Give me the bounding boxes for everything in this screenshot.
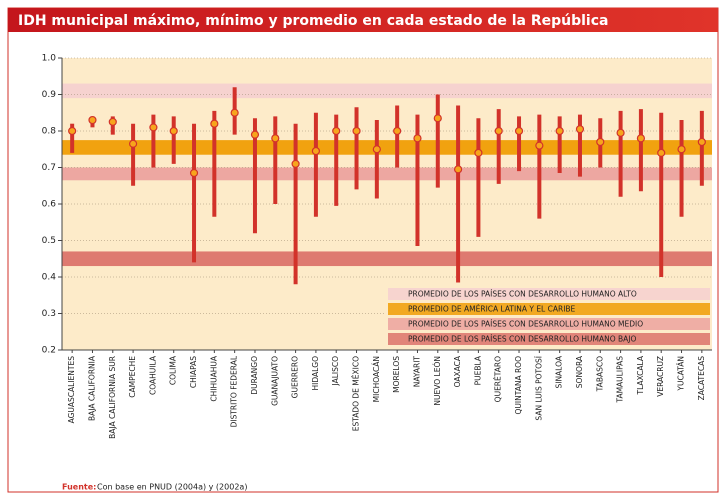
legend-swatch bbox=[388, 333, 710, 345]
average-marker bbox=[575, 125, 585, 134]
x-tick-label: ESTADO DE MÉXICO bbox=[352, 356, 361, 431]
x-tick-label: NAYARIT bbox=[412, 356, 421, 388]
average-marker bbox=[189, 168, 199, 178]
reference-band bbox=[62, 83, 712, 99]
legend-label: PROMEDIO DE LOS PAÍSES CON DESARROLLO HU… bbox=[408, 320, 643, 329]
x-tick-label: DURANGO bbox=[250, 356, 259, 395]
legend-swatch bbox=[388, 288, 710, 300]
y-tick-label: 0.5 bbox=[42, 236, 56, 246]
x-tick-label: BAJA CALIFORNIA bbox=[87, 355, 96, 421]
average-marker bbox=[271, 134, 280, 143]
chart-title: IDH municipal máximo, mínimo y promedio … bbox=[18, 13, 608, 29]
average-marker bbox=[230, 108, 239, 117]
x-tick-label: OAXACA bbox=[453, 355, 462, 387]
x-tick-label: TABASCO bbox=[595, 356, 604, 392]
reference-band bbox=[62, 140, 712, 155]
legend-label: PROMEDIO DE AMÉRICA LATINA Y EL CARIBE bbox=[408, 305, 576, 314]
average-marker bbox=[149, 123, 158, 132]
average-marker bbox=[494, 126, 503, 136]
average-marker bbox=[596, 137, 605, 147]
average-marker bbox=[636, 134, 646, 143]
x-tick-label: COLIMA bbox=[169, 355, 178, 385]
average-marker bbox=[250, 130, 260, 139]
x-tick-label: SONORA bbox=[575, 355, 584, 388]
legend-swatch bbox=[388, 303, 710, 315]
y-tick-label: 0.4 bbox=[42, 273, 57, 283]
y-tick-label: 1.0 bbox=[42, 54, 57, 64]
x-tick-label: ZACATECAS bbox=[697, 356, 706, 401]
x-tick-label: PUEBLA bbox=[473, 355, 482, 385]
title-bar bbox=[8, 8, 718, 32]
average-marker bbox=[657, 148, 666, 157]
y-tick-label: 0.3 bbox=[42, 309, 56, 319]
average-marker bbox=[677, 145, 686, 154]
average-marker bbox=[210, 119, 219, 128]
average-marker bbox=[433, 114, 442, 123]
y-tick-label: 0.9 bbox=[42, 90, 57, 100]
x-tick-label: CHIHUAHUA bbox=[209, 355, 218, 401]
legend-label: PROMEDIO DE LOS PAÍSES CON DESARROLLO HU… bbox=[408, 290, 637, 299]
average-marker bbox=[453, 165, 463, 174]
x-tick-label: SAN LUIS POTOSÍ bbox=[534, 356, 543, 421]
x-tick-label: GUERRERO bbox=[291, 356, 300, 398]
y-tick-label: 0.6 bbox=[42, 200, 57, 210]
source: Con base en PNUD (2004a) y (2002a) bbox=[97, 483, 247, 492]
x-tick-label: HIDALGO bbox=[311, 356, 320, 391]
x-tick-label: TAMAULIPAS bbox=[616, 356, 625, 404]
x-tick-label: MICHOACÁN bbox=[372, 356, 381, 402]
average-marker bbox=[616, 128, 625, 137]
average-marker bbox=[555, 126, 564, 136]
average-marker bbox=[413, 134, 422, 143]
average-marker bbox=[128, 139, 138, 148]
x-tick-label: QUERÉTARO bbox=[494, 356, 503, 402]
x-tick-label: SINALOA bbox=[555, 355, 564, 388]
average-marker bbox=[311, 146, 321, 156]
x-tick-label: NUEVO LEÓN bbox=[433, 356, 442, 406]
average-marker bbox=[352, 126, 361, 136]
source-label: Fuente: bbox=[62, 483, 96, 492]
x-tick-label: MORELOS bbox=[392, 356, 401, 393]
x-tick-label: BAJA CALIFORNIA SUR bbox=[108, 356, 117, 439]
average-marker bbox=[393, 126, 402, 136]
average-marker bbox=[514, 126, 524, 136]
x-tick-label: COAHUILA bbox=[148, 355, 157, 395]
x-tick-label: DISTRITO FEDERAL bbox=[230, 355, 239, 427]
average-marker bbox=[88, 115, 97, 125]
legend-label: PROMEDIO DE LOS PAÍSES CON DESARROLLO HU… bbox=[408, 335, 637, 344]
x-tick-label: VERACRUZ bbox=[656, 356, 665, 397]
reference-band bbox=[62, 251, 712, 267]
x-tick-label: YUCATÁN bbox=[677, 356, 686, 392]
x-tick-label: CHIAPAS bbox=[189, 356, 198, 388]
average-marker bbox=[332, 126, 341, 136]
x-tick-label: QUINTANA ROO bbox=[514, 356, 523, 415]
average-marker bbox=[291, 159, 300, 168]
x-tick-label: AGUASCALIENTES bbox=[67, 356, 76, 424]
legend-swatch bbox=[388, 318, 710, 330]
y-tick-label: 0.2 bbox=[42, 346, 56, 356]
average-marker bbox=[108, 117, 117, 126]
reference-band bbox=[62, 167, 712, 181]
x-tick-label: TLAXCALA bbox=[636, 355, 645, 395]
y-tick-label: 0.8 bbox=[42, 127, 57, 137]
average-marker bbox=[474, 148, 483, 157]
x-tick-label: CAMPECHE bbox=[128, 356, 137, 398]
x-tick-label: JALISCO bbox=[331, 356, 340, 387]
average-marker bbox=[372, 145, 381, 154]
average-marker bbox=[169, 126, 178, 136]
y-tick-label: 0.7 bbox=[42, 163, 56, 173]
average-marker bbox=[68, 126, 77, 136]
average-marker bbox=[535, 141, 544, 150]
x-tick-label: GUANAJUATO bbox=[270, 356, 279, 406]
average-marker bbox=[697, 137, 706, 147]
